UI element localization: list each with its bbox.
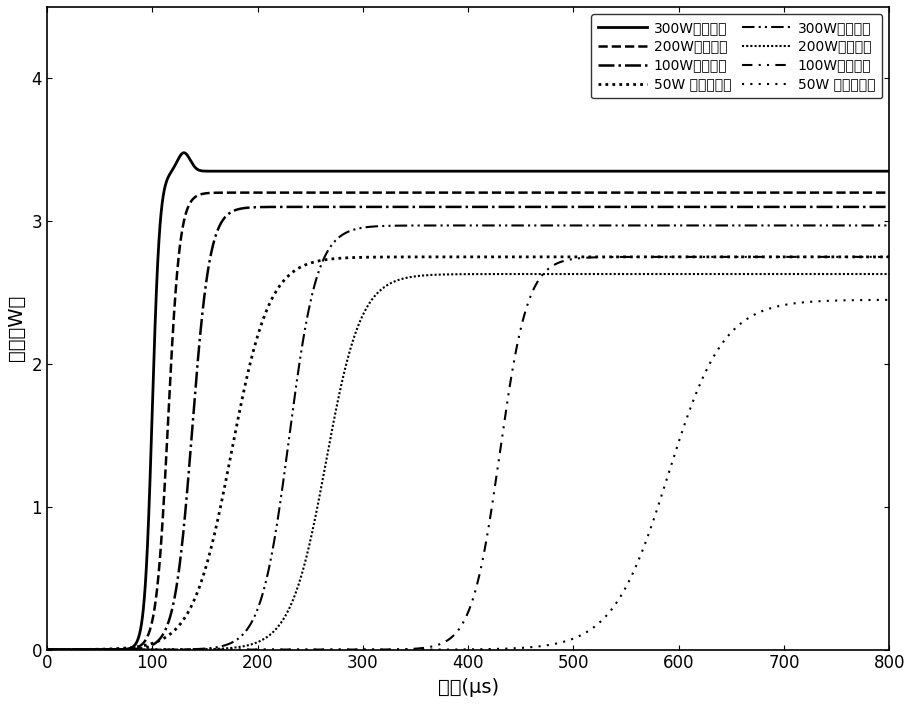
X-axis label: 时间(μs): 时间(μs) [437,678,498,697]
Y-axis label: 功率（W）: 功率（W） [7,295,26,361]
Legend: 300W（后向）, 200W（后向）, 100W（后向）, 50W 　（后向）, 300W（前向）, 200W（前向）, 100W（前向）, 50W 　（前向）: 300W（后向）, 200W（后向）, 100W（后向）, 50W （后向）, … [590,14,882,99]
